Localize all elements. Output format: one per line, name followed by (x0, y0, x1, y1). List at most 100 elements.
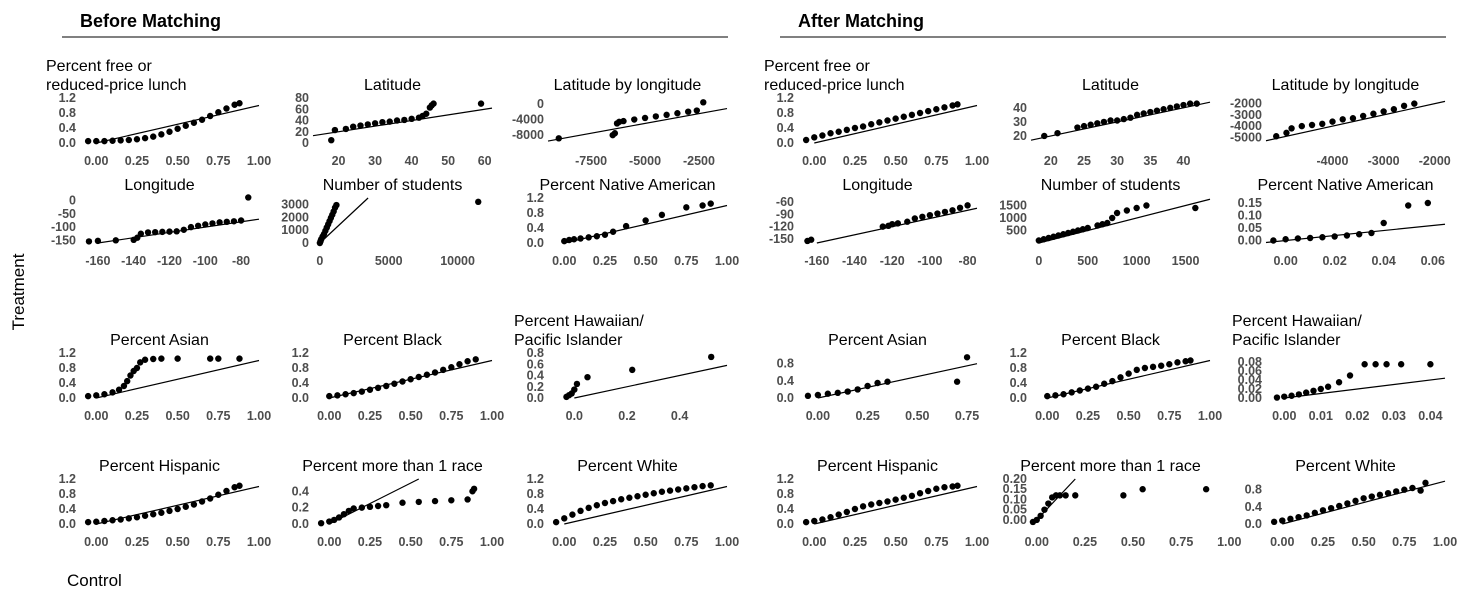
qq-point (137, 359, 144, 366)
qq-point (401, 116, 408, 124)
qq-point (374, 384, 382, 392)
x-tick-label: 0.00 (84, 154, 108, 168)
qq-point (141, 512, 149, 519)
qq-point (941, 484, 948, 491)
y-tick-label: 0.10 (1003, 492, 1027, 506)
panel-title: Percent Asian (110, 332, 209, 349)
y-tick-label: 0.10 (1238, 209, 1262, 223)
reference-line (817, 363, 978, 399)
reference-line (1284, 377, 1446, 399)
qq-point (569, 511, 576, 518)
qq-point (954, 482, 961, 489)
qq-point (94, 237, 102, 245)
y-tick-label: 0.08 (1238, 355, 1262, 369)
section-title-before-matching: Before Matching (80, 11, 221, 31)
qq-point (843, 126, 851, 134)
x-tick-label: 0.00 (552, 535, 576, 549)
qq-point (84, 392, 92, 400)
qq-panel: Percent Native American0.000.050.100.150… (1238, 177, 1446, 268)
qq-point (1074, 124, 1081, 131)
x-tick-label: 0.00 (317, 409, 341, 423)
y-tick-label: 0.8 (777, 357, 794, 371)
qq-point (109, 389, 116, 396)
qq-point (194, 222, 202, 229)
reference-line (1030, 101, 1211, 141)
qq-point (964, 202, 971, 209)
qq-point (1125, 370, 1132, 377)
qq-point (1355, 231, 1363, 238)
x-tick-label: -140 (121, 254, 146, 268)
x-tick-label: 0.50 (883, 535, 907, 549)
qq-panel: Percent more than 1 race0.000.050.100.15… (1003, 458, 1242, 549)
x-tick-label: 0.04 (1418, 409, 1442, 423)
qq-point (941, 208, 949, 216)
qq-point (1140, 110, 1147, 117)
qq-point (1084, 385, 1092, 392)
qq-point (1422, 479, 1429, 487)
before-matching-header: Before Matching (62, 11, 728, 38)
qq-point (868, 121, 875, 128)
panel-title: reduced-price lunch (764, 77, 905, 94)
qq-point (1060, 231, 1067, 238)
x-tick-label: -120 (157, 254, 182, 268)
qq-point (1182, 358, 1189, 365)
x-tick-label: 35 (1143, 154, 1157, 168)
qq-point (206, 112, 214, 120)
qq-point (593, 233, 601, 240)
x-tick-label: 30 (368, 154, 382, 168)
qq-point (198, 116, 206, 123)
reference-line (574, 364, 728, 399)
qq-point (1099, 221, 1106, 228)
y-tick-label: 0.8 (527, 487, 544, 501)
x-tick-label: 0.25 (125, 409, 149, 423)
x-tick-label: 0.00 (802, 154, 826, 168)
qq-point (1409, 484, 1416, 492)
x-tick-label: 0.75 (924, 154, 948, 168)
panel-title: Percent more than 1 race (1020, 458, 1201, 475)
qq-point (609, 228, 617, 235)
qq-point (1405, 202, 1412, 209)
y-tick-label: 0.00 (1003, 513, 1027, 527)
qq-point (561, 515, 568, 522)
panel-title: Percent White (577, 458, 678, 475)
qq-point (158, 509, 165, 516)
qq-point (926, 211, 934, 219)
qq-point (650, 490, 657, 497)
qq-point (900, 494, 907, 501)
x-tick-label: 0.02 (1345, 409, 1369, 423)
qq-point (342, 391, 349, 398)
qq-point (93, 392, 100, 399)
qq-point (652, 113, 660, 120)
qq-point (585, 504, 592, 512)
qq-point (393, 117, 401, 124)
qq-point (663, 111, 670, 119)
y-tick-label: 0 (69, 194, 76, 208)
panel-title: Pacific Islander (1232, 332, 1341, 349)
x-tick-label: 0.2 (618, 409, 635, 423)
qq-point (223, 487, 230, 495)
x-tick-label: 1.00 (247, 409, 271, 423)
y-tick-label: 0.8 (59, 487, 76, 501)
qq-panel: Percent Hawaiian/Pacific Islander0.000.0… (1232, 313, 1446, 423)
y-tick-label: 1.2 (777, 472, 794, 486)
qq-point (101, 517, 108, 525)
qq-point (431, 497, 439, 505)
qq-point (1068, 389, 1075, 396)
y-tick-label: 2000 (281, 210, 309, 224)
x-tick-label: 0.75 (206, 535, 230, 549)
qq-point (206, 355, 214, 362)
qq-point (1411, 100, 1418, 107)
x-tick-label: 0.50 (1116, 409, 1140, 423)
qq-point (1380, 108, 1387, 115)
qq-point (117, 137, 124, 144)
qq-panel: Percent Black 0.00.40.81.2 0.00 0.25 0.50 0.7… (1010, 332, 1223, 423)
x-tick-label: 0.02 (1322, 254, 1346, 268)
x-tick-label: 0.25 (593, 535, 617, 549)
qq-point (874, 379, 881, 387)
qq-point (1101, 380, 1108, 387)
x-tick-label: 40 (1177, 154, 1191, 168)
